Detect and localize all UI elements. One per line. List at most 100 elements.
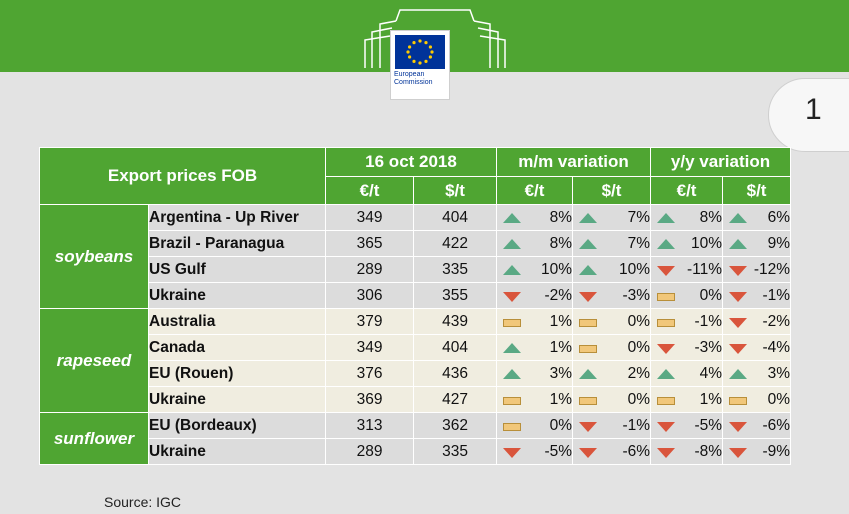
flat-bar-icon xyxy=(579,397,598,405)
price-usd: 436 xyxy=(413,360,498,387)
mm-usd-cell: 0% xyxy=(572,308,652,335)
flat-bar-icon xyxy=(579,345,598,353)
yy-eur-cell: -3% xyxy=(650,334,724,361)
variation-value: 10% xyxy=(691,234,723,252)
variation-value: -2% xyxy=(544,286,573,304)
origin-label: Canada xyxy=(147,334,327,361)
category-sunflower: sunflower xyxy=(39,412,149,465)
price-usd: 335 xyxy=(413,256,498,283)
yy-usd-cell: -12% xyxy=(722,256,792,283)
origin-label: EU (Rouen) xyxy=(147,360,327,387)
price-usd-header: $/t xyxy=(413,176,498,205)
table-row: US Gulf 289 335 10% 10% -11% -12% xyxy=(40,256,792,283)
variation-value: 1% xyxy=(699,390,723,408)
mm-eur-cell: 1% xyxy=(496,334,574,361)
variation-value: 8% xyxy=(549,234,573,252)
table-row: Ukraine 369 427 1% 0% 1% 0% xyxy=(40,386,792,413)
down-triangle-icon xyxy=(579,422,598,432)
table-row: rapeseed Australia 379 439 1% 0% -1% -2% xyxy=(39,308,792,413)
price-usd: 335 xyxy=(413,438,498,465)
variation-value: -3% xyxy=(622,286,651,304)
mm-usd-cell: 2% xyxy=(572,360,652,387)
up-triangle-icon xyxy=(657,369,676,379)
yy-eur-header: €/t xyxy=(650,176,724,205)
mm-eur-header: €/t xyxy=(496,176,574,205)
down-triangle-icon xyxy=(503,292,522,302)
yy-eur-cell: 8% xyxy=(650,204,724,231)
price-usd: 355 xyxy=(413,282,498,309)
down-triangle-icon xyxy=(657,344,676,354)
variation-value: 0% xyxy=(699,286,723,304)
down-triangle-icon xyxy=(657,448,676,458)
up-triangle-icon xyxy=(657,239,676,249)
variation-value: -5% xyxy=(544,442,573,460)
variation-value: 10% xyxy=(619,260,651,278)
variation-value: -8% xyxy=(694,442,723,460)
down-triangle-icon xyxy=(729,422,748,432)
variation-value: 0% xyxy=(767,390,791,408)
logo-text-line-1: European xyxy=(394,71,425,78)
variation-value: 7% xyxy=(627,208,651,226)
down-triangle-icon xyxy=(729,448,748,458)
variation-value: 3% xyxy=(767,364,791,382)
up-triangle-icon xyxy=(729,369,748,379)
origin-label: Argentina - Up River xyxy=(147,204,327,231)
mm-eur-cell: 0% xyxy=(496,412,574,439)
variation-value: 2% xyxy=(627,364,651,382)
price-eur: 306 xyxy=(325,282,415,309)
down-triangle-icon xyxy=(729,344,748,354)
yy-usd-cell: -4% xyxy=(722,334,792,361)
price-eur: 349 xyxy=(325,334,415,361)
origin-label: Ukraine xyxy=(147,386,327,413)
building-graphic-icon xyxy=(364,9,506,68)
table-row: soybeans Argentina - Up River 349 404 8% 7% 8%… xyxy=(39,204,792,309)
variation-value: 3% xyxy=(549,364,573,382)
mm-eur-cell: 10% xyxy=(496,256,574,283)
yy-usd-cell: 9% xyxy=(722,230,792,257)
origin-label: US Gulf xyxy=(147,256,327,283)
variation-value: 10% xyxy=(540,260,573,278)
mm-usd-cell: 0% xyxy=(572,334,652,361)
mm-usd-cell: 0% xyxy=(572,386,652,413)
mm-usd-cell: -1% xyxy=(572,412,652,439)
origin-label: Brazil - Paranagua xyxy=(147,230,327,257)
down-triangle-icon xyxy=(729,266,748,276)
price-eur-header: €/t xyxy=(325,176,415,205)
variation-value: 9% xyxy=(767,234,791,252)
down-triangle-icon xyxy=(579,292,598,302)
mm-eur-cell: 1% xyxy=(496,386,574,413)
table-row: EU (Rouen) 376 436 3% 2% 4% 3% xyxy=(40,360,792,387)
up-triangle-icon xyxy=(579,369,598,379)
variation-value: 8% xyxy=(549,208,573,226)
table-row: sunflower EU (Bordeaux) 313 362 0% -1% -5% -6% xyxy=(39,412,792,465)
table-row: Brazil - Paranagua 365 422 8% 7% 10% 9% xyxy=(40,230,792,257)
yy-eur-cell: -1% xyxy=(650,308,724,335)
flat-bar-icon xyxy=(503,397,522,405)
flat-bar-icon xyxy=(579,319,598,327)
variation-value: -3% xyxy=(694,338,723,356)
flat-bar-icon xyxy=(657,397,676,405)
yy-usd-cell: -1% xyxy=(722,282,792,309)
up-triangle-icon xyxy=(579,265,598,275)
variation-value: -5% xyxy=(694,416,723,434)
yy-eur-cell: -11% xyxy=(650,256,724,283)
down-triangle-icon xyxy=(579,448,598,458)
origin-label: Australia xyxy=(147,308,327,335)
mm-variation-header: m/m variation xyxy=(496,147,652,177)
logo-text-line-2: Commission xyxy=(394,79,433,86)
mm-eur-cell: -5% xyxy=(496,438,574,465)
mm-usd-cell: 10% xyxy=(572,256,652,283)
mm-usd-cell: -3% xyxy=(572,282,652,309)
mm-usd-cell: -6% xyxy=(572,438,652,465)
eu-flag-icon xyxy=(395,35,445,69)
up-triangle-icon xyxy=(579,213,598,223)
up-triangle-icon xyxy=(503,265,522,275)
yy-usd-cell: -2% xyxy=(722,308,792,335)
variation-value: -9% xyxy=(762,442,791,460)
variation-value: -6% xyxy=(622,442,651,460)
variation-value: 0% xyxy=(627,312,651,330)
price-eur: 349 xyxy=(325,204,415,231)
export-prices-table: Export prices FOB 16 oct 2018 m/m variat… xyxy=(38,147,792,465)
variation-value: 7% xyxy=(627,234,651,252)
variation-value: 0% xyxy=(627,390,651,408)
